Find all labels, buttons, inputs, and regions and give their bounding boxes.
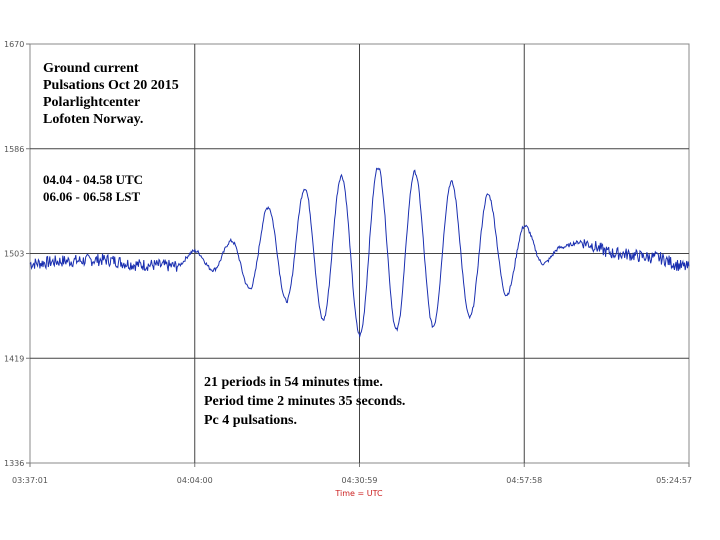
time-line: 04.04 - 04.58 UTC xyxy=(43,172,144,187)
info-annotation: 21 periods in 54 minutes time. Period ti… xyxy=(204,373,405,430)
time-line: 06.06 - 06.58 LST xyxy=(43,189,141,204)
y-tick-label: 1336 xyxy=(4,459,24,468)
x-tick-label: 04:04:00 xyxy=(177,476,213,485)
x-tick-label: 03:37:01 xyxy=(12,476,48,485)
y-tick-label: 1419 xyxy=(4,354,24,363)
title-line: Polarlightcenter xyxy=(43,95,141,110)
y-tick-label: 1670 xyxy=(4,40,24,49)
title-annotation: Ground current Pulsations Oct 20 2015 Po… xyxy=(43,60,179,128)
info-line: Period time 2 minutes 35 seconds. xyxy=(204,394,406,409)
y-tick-label: 1586 xyxy=(4,145,24,154)
title-line: Pulsations Oct 20 2015 xyxy=(43,78,179,93)
x-axis-label: Time = UTC xyxy=(334,489,383,498)
x-tick-label: 05:24:57 xyxy=(656,476,692,485)
title-line: Lofoten Norway. xyxy=(43,112,144,127)
grid-lines xyxy=(30,44,689,463)
series-line xyxy=(29,167,690,339)
x-tick-label: 04:30:59 xyxy=(342,476,378,485)
y-tick-label: 1503 xyxy=(4,250,24,259)
info-line: Pc 4 pulsations. xyxy=(204,413,297,428)
x-axis: 03:37:01 04:04:00 04:30:59 04:57:58 05:24:57 xyxy=(12,463,692,485)
y-axis: 1670 1586 1503 1419 1336 xyxy=(4,40,30,468)
title-line: Ground current xyxy=(43,61,139,76)
time-annotation: 04.04 - 04.58 UTC 06.06 - 06.58 LST xyxy=(43,171,143,205)
x-tick-label: 04:57:58 xyxy=(506,476,542,485)
info-line: 21 periods in 54 minutes time. xyxy=(204,375,383,390)
